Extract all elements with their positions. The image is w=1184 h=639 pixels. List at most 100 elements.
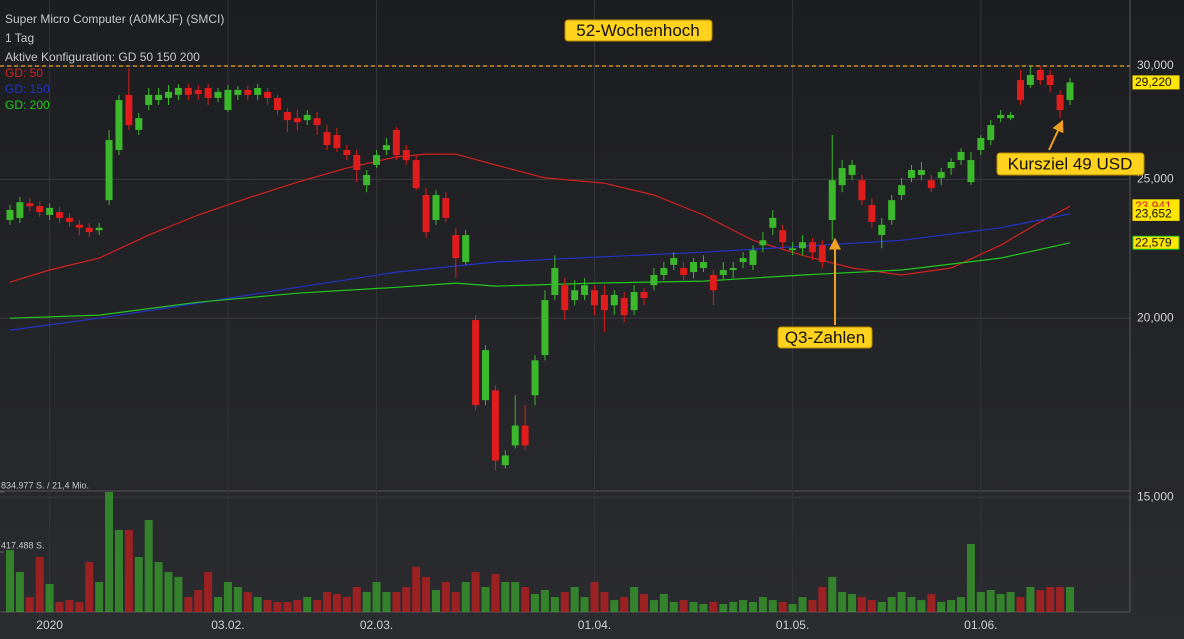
volume-bar bbox=[550, 597, 559, 612]
x-tick-label: 01.04. bbox=[578, 618, 611, 632]
volume-bar bbox=[630, 586, 639, 612]
volume-bar bbox=[689, 601, 698, 612]
volume-bar bbox=[610, 600, 619, 612]
candle-body bbox=[997, 114, 1005, 119]
volume-bar bbox=[214, 597, 223, 612]
volume-bar bbox=[352, 586, 361, 612]
volume-bar bbox=[838, 592, 847, 612]
candle-body bbox=[511, 425, 519, 446]
candle-body bbox=[898, 185, 906, 196]
volume-bar bbox=[273, 601, 282, 612]
candle-body bbox=[145, 94, 153, 105]
candle-body bbox=[709, 274, 717, 291]
price-tag bbox=[1132, 235, 1180, 250]
volume-bar bbox=[6, 550, 14, 612]
annotation-label: Q3-Zahlen bbox=[785, 328, 865, 347]
candle-body bbox=[333, 135, 341, 149]
volume-bar bbox=[739, 600, 748, 612]
volume-bar bbox=[828, 576, 837, 612]
candle-body bbox=[581, 285, 589, 296]
candle-body bbox=[432, 195, 440, 221]
volume-bar bbox=[521, 586, 530, 612]
chart-subtitle: 1 Tag bbox=[5, 31, 34, 45]
volume-bar bbox=[65, 600, 74, 612]
volume-bar bbox=[778, 601, 787, 612]
volume-bar bbox=[699, 603, 708, 612]
volume-bar bbox=[313, 600, 322, 612]
volume-bar bbox=[798, 597, 807, 612]
candle-body bbox=[808, 242, 816, 253]
ma-line bbox=[9, 153, 1071, 283]
candle-body bbox=[75, 224, 83, 228]
volume-bar bbox=[233, 586, 242, 612]
volume-bar bbox=[857, 597, 866, 612]
volume-bar bbox=[174, 576, 183, 612]
volume-bar bbox=[55, 601, 64, 612]
candle-body bbox=[56, 212, 64, 218]
y-tick-label: 25,000 bbox=[1137, 172, 1174, 186]
candle-body bbox=[184, 87, 192, 95]
candle-body bbox=[541, 300, 549, 356]
legend-entry: GD: 50 bbox=[5, 66, 43, 80]
candle-body bbox=[699, 262, 707, 269]
volume-bar bbox=[25, 597, 34, 612]
volume-bar bbox=[431, 590, 440, 612]
annotation-label: 52-Wochenhoch bbox=[576, 21, 700, 40]
volume-bar bbox=[1066, 586, 1074, 612]
candle-body bbox=[363, 174, 371, 186]
candle-body bbox=[680, 268, 688, 275]
candle-body bbox=[204, 87, 212, 98]
y-tick-label: 15,000 bbox=[1137, 489, 1174, 503]
volume-bar bbox=[243, 592, 252, 612]
volume-bar bbox=[332, 594, 341, 612]
x-tick-label: 01.06. bbox=[964, 618, 997, 632]
volume-bar bbox=[323, 592, 332, 612]
volume-bar bbox=[659, 594, 668, 612]
volume-bar bbox=[937, 601, 946, 612]
volume-bar bbox=[531, 594, 540, 612]
candle-body bbox=[1056, 94, 1064, 111]
candle-body bbox=[36, 206, 44, 213]
candle-body bbox=[1016, 80, 1024, 101]
candle-body bbox=[838, 168, 846, 186]
volume-bar bbox=[867, 600, 876, 612]
volume-bar bbox=[1046, 586, 1055, 612]
volume-bar bbox=[481, 586, 490, 612]
candle-body bbox=[799, 242, 807, 249]
candle-body bbox=[779, 230, 787, 243]
price-tag bbox=[1132, 206, 1180, 221]
volume-bar bbox=[570, 586, 579, 612]
volume-bar bbox=[917, 600, 926, 612]
candle-body bbox=[660, 268, 668, 275]
y-tick-label: 20,000 bbox=[1137, 310, 1174, 324]
candle-body bbox=[1036, 69, 1044, 81]
candle-body bbox=[303, 114, 311, 121]
candle-body bbox=[392, 129, 400, 156]
volume-bar bbox=[907, 597, 916, 612]
candle-body bbox=[848, 164, 856, 175]
volume-bar bbox=[15, 572, 24, 612]
volume-bar bbox=[402, 586, 411, 612]
candle-body bbox=[610, 295, 618, 306]
volume-bar bbox=[392, 592, 401, 612]
candle-body bbox=[224, 89, 232, 111]
annotation-box bbox=[996, 152, 1145, 176]
candle-body bbox=[234, 89, 242, 95]
volume-bar bbox=[283, 601, 292, 612]
candle-body bbox=[947, 161, 955, 169]
candle-body bbox=[739, 258, 747, 263]
volume-bar bbox=[491, 574, 500, 612]
candle-body bbox=[640, 292, 648, 299]
x-tick-label: 01.05. bbox=[776, 618, 809, 632]
volume-bar bbox=[164, 572, 173, 612]
candle-body bbox=[491, 390, 499, 461]
volume-bar bbox=[124, 529, 133, 612]
candle-body bbox=[531, 360, 539, 396]
candle-body bbox=[165, 91, 173, 98]
candle-body bbox=[927, 180, 935, 189]
volume-bar bbox=[768, 600, 777, 612]
volume-bar bbox=[303, 597, 312, 612]
candle-body bbox=[729, 268, 737, 271]
